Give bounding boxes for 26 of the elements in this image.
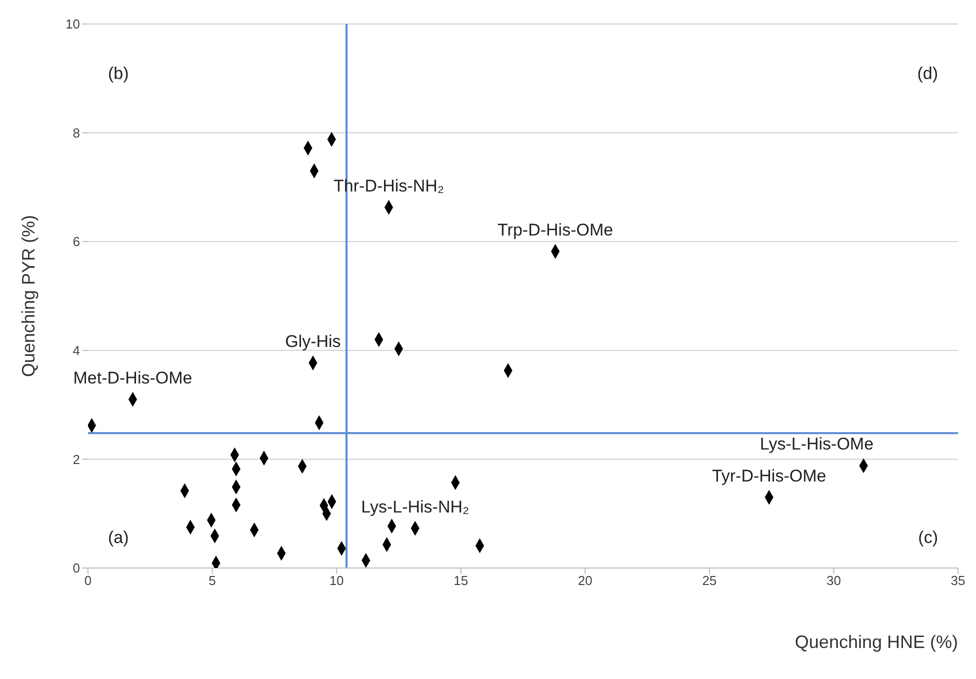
annotation: Tyr-D-His-OMe	[712, 466, 826, 486]
x-tick-label: 10	[329, 573, 344, 588]
x-tick-label: 20	[578, 573, 592, 588]
annotation: (b)	[108, 64, 129, 83]
annotation: (c)	[918, 528, 938, 547]
y-tick-label: 4	[72, 343, 80, 358]
y-tick-label: 2	[72, 452, 80, 467]
x-tick-label: 25	[702, 573, 717, 588]
x-tick-label: 15	[454, 573, 468, 588]
x-tick-label: 35	[950, 573, 966, 588]
y-tick-label: 10	[66, 16, 80, 32]
annotation: Lys-L-His-OMe	[760, 434, 874, 454]
annotation: (a)	[108, 528, 129, 547]
y-tick-label: 0	[72, 560, 80, 576]
annotation: Met-D-His-OMe	[73, 368, 192, 388]
x-tick-label: 0	[84, 573, 92, 588]
y-tick-label: 6	[72, 234, 80, 250]
annotation: Lys-L-His-NH₂	[361, 497, 470, 516]
annotation: Gly-His	[285, 332, 341, 351]
annotation: Trp-D-His-OMe	[498, 220, 614, 240]
y-axis-title: Quenching PYR (%)	[18, 214, 38, 378]
y-tick-label: 8	[72, 125, 80, 140]
annotation: (d)	[917, 64, 938, 83]
x-tick-label: 30	[826, 573, 841, 588]
x-axis-title: Quenching HNE (%)	[794, 632, 958, 652]
x-tick-label: 5	[208, 573, 216, 588]
